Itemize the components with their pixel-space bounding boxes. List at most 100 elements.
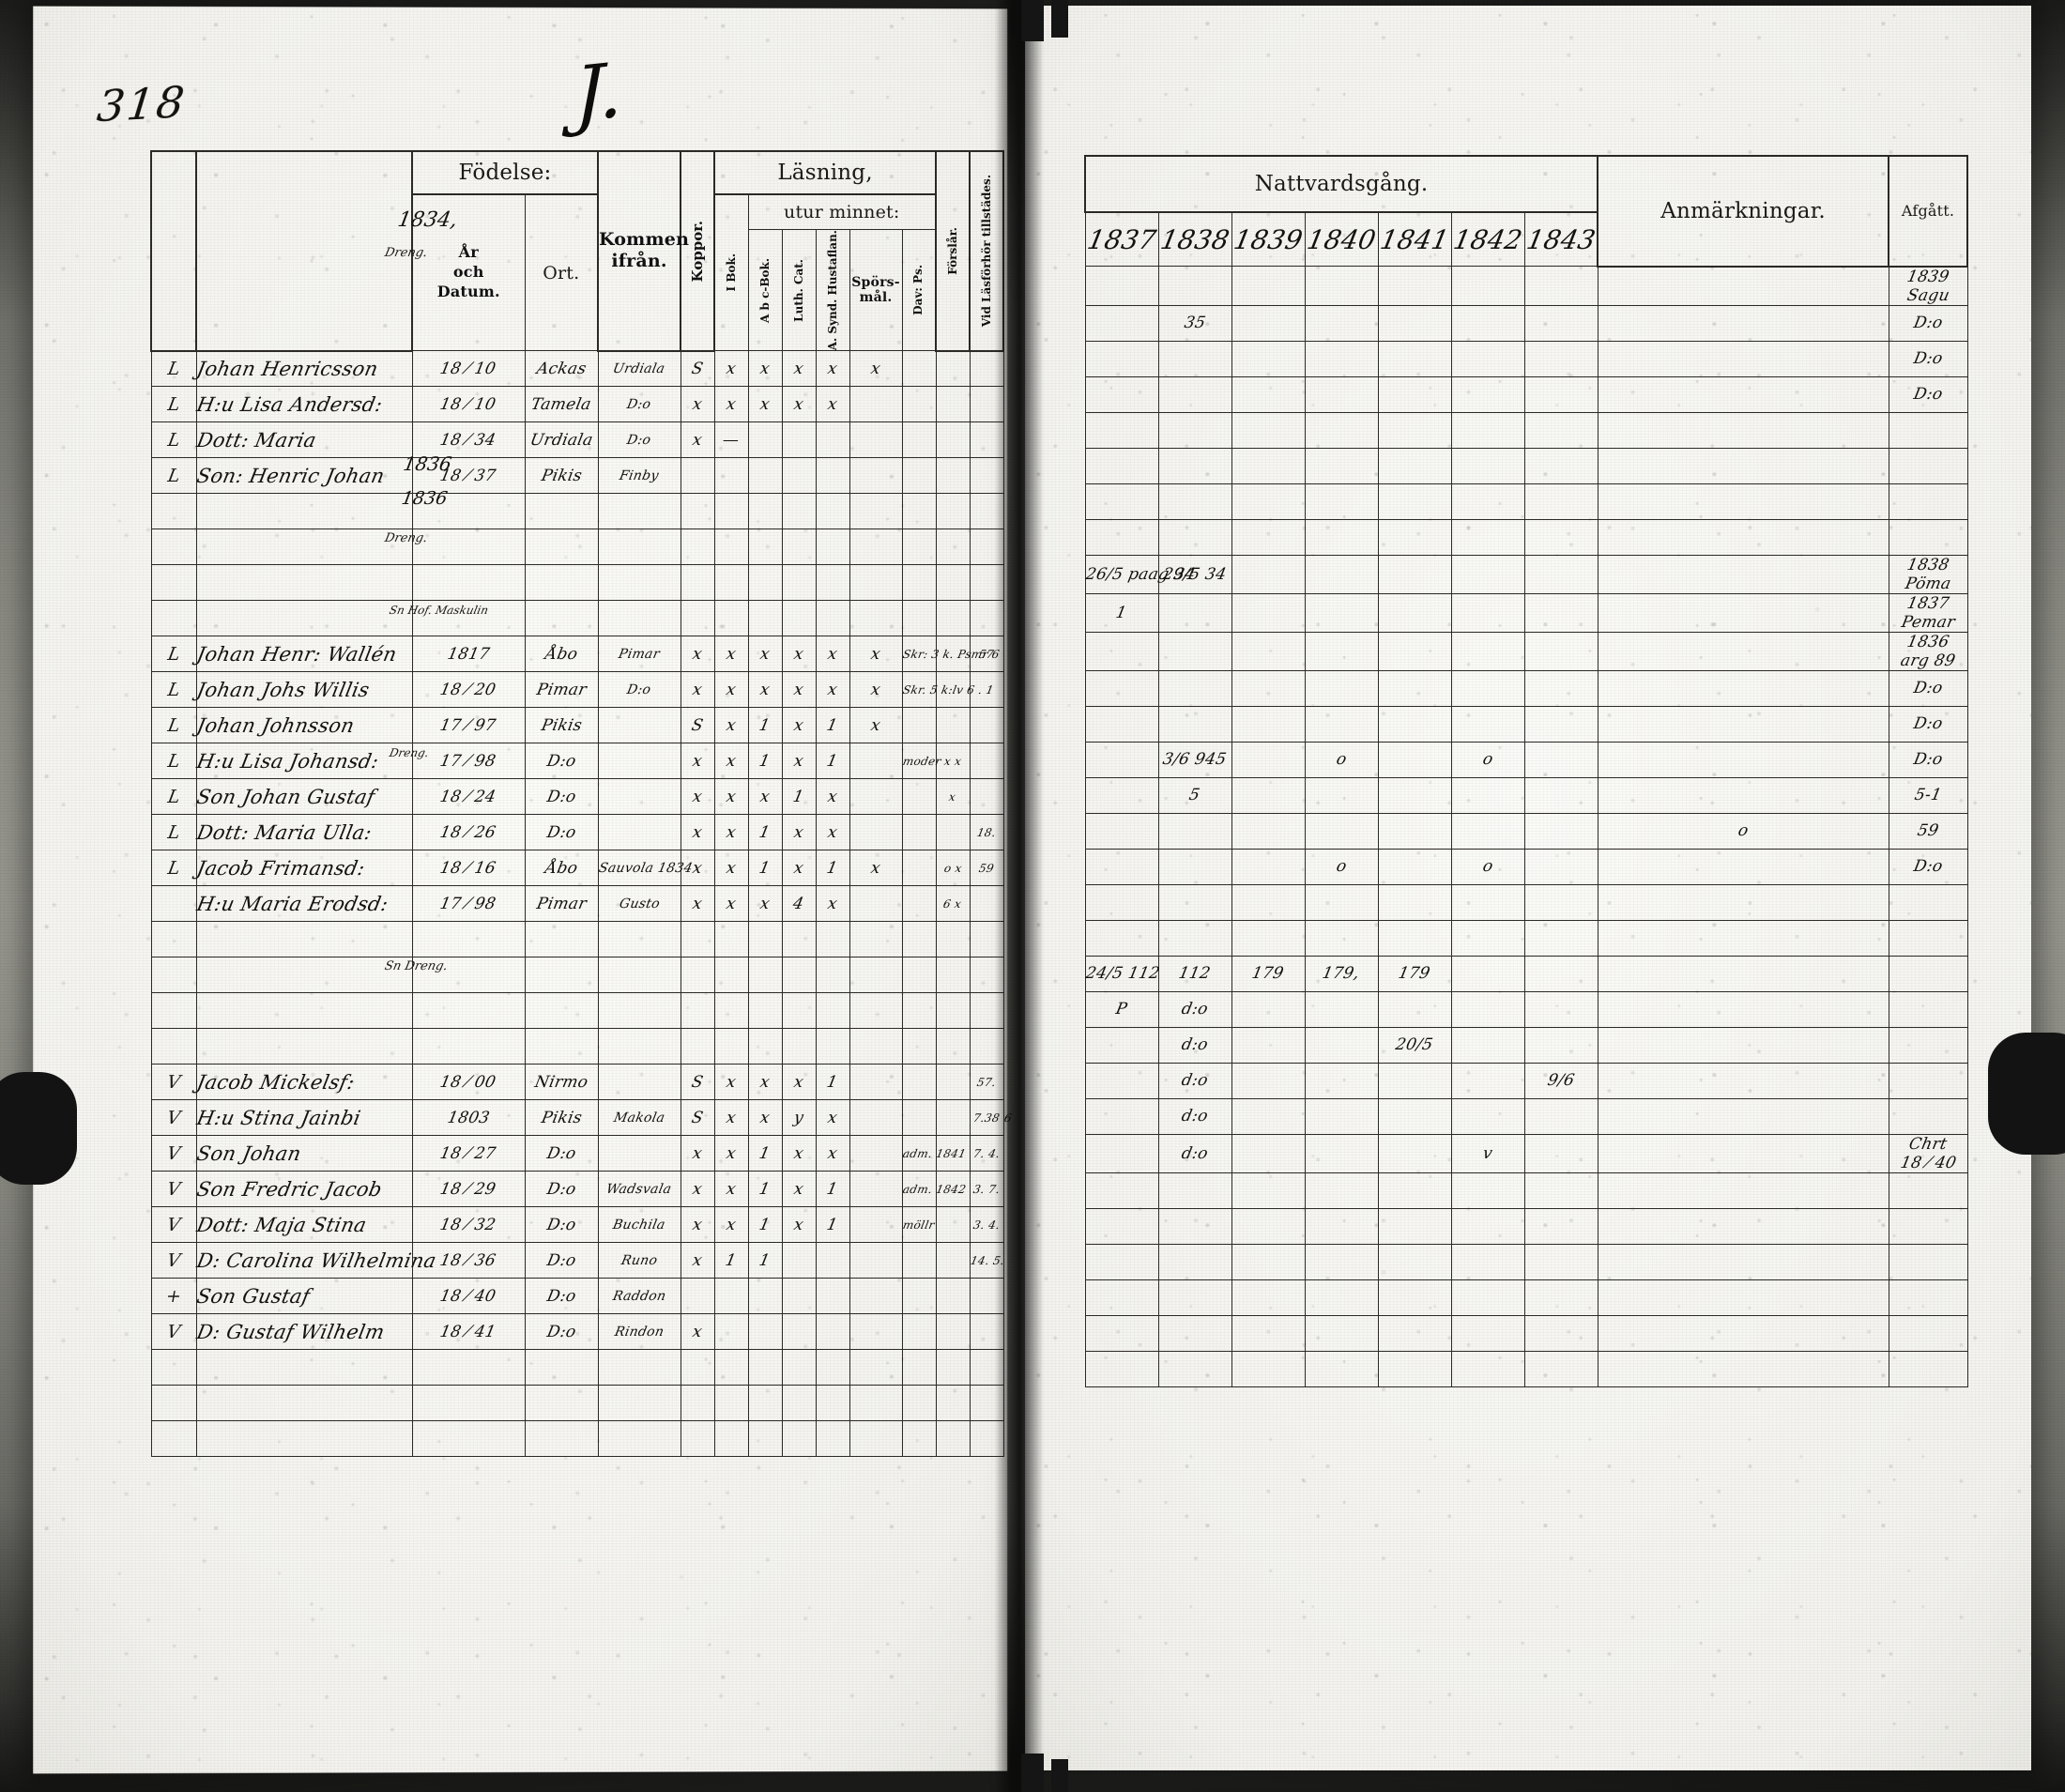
table-row[interactable] xyxy=(1084,919,1968,957)
table-row[interactable]: V Dott: Maja Stina 18 ⁄ 32 D:o Buchila x x 1 x 1 m… xyxy=(150,1206,1004,1244)
table-row[interactable] xyxy=(1084,482,1968,520)
cell-reading-mark: x xyxy=(815,1135,850,1172)
table-row[interactable]: L H:u Lisa Andersd: 18 ⁄ 10 Tamela D:o x x x x x xyxy=(150,386,1004,423)
cell-reading-mark xyxy=(849,493,903,530)
table-row[interactable]: d:o 20/5 xyxy=(1084,1026,1968,1064)
cell-reading-mark: x xyxy=(849,850,903,887)
table-row[interactable] xyxy=(1084,447,1968,484)
cell-communion-1838: 5 xyxy=(1157,776,1232,814)
table-row[interactable] xyxy=(150,1385,1004,1422)
cell-communion-1838 xyxy=(1157,883,1232,921)
table-row[interactable]: D:o xyxy=(1084,340,1968,377)
row-tick-mark: L xyxy=(150,636,197,673)
table-row[interactable]: V Son Johan 18 ⁄ 27 D:o x x 1 x x adm. 1841 7. 4. xyxy=(150,1135,1004,1172)
cell-communion-1841 xyxy=(1377,883,1452,921)
row-tick-mark xyxy=(150,1385,197,1422)
table-row[interactable]: 1839Sagu xyxy=(1084,266,1968,306)
table-row[interactable]: 1 1837Pemar xyxy=(1084,592,1968,633)
table-row[interactable] xyxy=(1084,1243,1968,1280)
table-row[interactable] xyxy=(1084,518,1968,556)
table-row[interactable] xyxy=(1084,411,1968,449)
table-row[interactable] xyxy=(150,921,1004,958)
table-row[interactable] xyxy=(1084,1314,1968,1352)
cell-reading-mark: x xyxy=(815,778,850,816)
table-row[interactable] xyxy=(150,600,1004,637)
afgatt-line: D:o xyxy=(1911,385,1945,404)
cell-sporsmal-note xyxy=(901,600,937,637)
cell-communion-1840 xyxy=(1304,518,1379,556)
table-row[interactable] xyxy=(150,528,1004,566)
table-row[interactable]: L Son Johan Gustaf 18 ⁄ 24 D:o x x x 1 x x xyxy=(150,778,1004,816)
table-row[interactable]: L Dott: Maria Ulla: 18 ⁄ 26 D:o x x 1 x x 18. xyxy=(150,814,1004,851)
cell-reading-mark: x xyxy=(815,814,850,851)
table-row[interactable]: L Johan Johs Willis 18 ⁄ 20 Pimar D:o x x x x x x S… xyxy=(150,671,1004,709)
table-row[interactable]: L Son: Henric Johan 18 ⁄ 37 Pikis Finby xyxy=(150,457,1004,495)
table-row[interactable]: 5 5-1 xyxy=(1084,776,1968,814)
cell-communion-1840 xyxy=(1304,447,1379,484)
table-row[interactable] xyxy=(150,493,1004,530)
communion-year-header-row: 1837 1838 1839 1840 1841 1842 1843 xyxy=(1084,211,1967,267)
table-row[interactable]: V Son Fredric Jacob 18 ⁄ 29 D:o Wadsvala x x 1 x… xyxy=(150,1171,1004,1208)
table-row[interactable]: L Johan Henr: Wallén 1817 Åbo Pimar x x x x x x Skr… xyxy=(150,636,1004,673)
table-row[interactable] xyxy=(150,957,1004,994)
table-row[interactable]: 24/5 112 112 179 179, 179 xyxy=(1084,955,1968,992)
table-row[interactable]: 35 D:o xyxy=(1084,304,1968,342)
cell-communion-1837 xyxy=(1084,375,1159,413)
table-row[interactable] xyxy=(1084,1350,1968,1387)
table-row[interactable] xyxy=(150,1349,1004,1386)
table-row[interactable]: V D: Gustaf Wilhelm 18 ⁄ 41 D:o Rindon x xyxy=(150,1313,1004,1351)
table-row[interactable]: L Dott: Maria 18 ⁄ 34 Urdiala D:o x — xyxy=(150,421,1004,459)
table-row[interactable] xyxy=(1084,883,1968,921)
table-row[interactable]: D:o xyxy=(1084,705,1968,743)
cell-afgatt xyxy=(1888,1026,1968,1064)
table-row[interactable] xyxy=(1084,1172,1968,1209)
cell-communion-1843 xyxy=(1523,482,1598,520)
table-row[interactable] xyxy=(1084,1279,1968,1316)
cell-communion-1843 xyxy=(1523,375,1598,413)
table-row[interactable]: 26/5 paag 34 29/5 34 1838Pöma xyxy=(1084,554,1968,594)
table-row[interactable]: o 59 xyxy=(1084,812,1968,850)
cell-communion-1841 xyxy=(1377,669,1452,707)
cell-communion-1843 xyxy=(1523,1207,1598,1245)
table-row[interactable] xyxy=(1084,1207,1968,1245)
table-row[interactable]: o o D:o xyxy=(1084,848,1968,885)
cell-remarks xyxy=(1597,1097,1889,1135)
table-row[interactable]: 3/6 945 o o D:o xyxy=(1084,741,1968,778)
cell-sporsmal-note xyxy=(901,528,937,566)
table-row[interactable]: V D: Carolina Wilhelmina 18 ⁄ 36 D:o Runo x 1 1… xyxy=(150,1242,1005,1279)
cell-reading-mark xyxy=(781,1313,817,1351)
cell-reading-mark: 4 xyxy=(781,885,817,923)
table-row[interactable]: d:o v Chrt18 ⁄ 40 xyxy=(1084,1133,1968,1173)
afgatt-line: 1839 xyxy=(1904,267,1951,286)
cell-reading-mark xyxy=(849,1206,903,1244)
table-row[interactable] xyxy=(150,1420,1004,1458)
cell-reading-mark xyxy=(815,1349,850,1386)
cell-communion-1839 xyxy=(1231,1350,1306,1387)
table-row[interactable]: H:u Maria Erodsd: 17 ⁄ 98 Pimar Gusto x x x 4 x 6… xyxy=(150,885,1004,923)
table-row[interactable] xyxy=(150,1028,1004,1065)
right-register-table: Nattvardsgång. Anmärkningar. Afgått. 183… xyxy=(1084,155,1969,1387)
table-row[interactable]: L Jacob Frimansd: 18 ⁄ 16 Åbo Sauvola 1834 x x… xyxy=(150,850,1004,887)
table-row[interactable]: d:o 9/6 xyxy=(1084,1062,1968,1099)
table-row[interactable]: D:o xyxy=(1084,375,1968,413)
table-row[interactable] xyxy=(150,992,1004,1030)
cell-communion-1841 xyxy=(1377,631,1452,671)
cell-came-from: D:o xyxy=(597,671,681,709)
table-row[interactable] xyxy=(150,564,1004,602)
cell-sporsmal-note: adm. 1842 xyxy=(901,1171,967,1208)
table-row[interactable]: + Son Gustaf 18 ⁄ 40 D:o Raddon xyxy=(150,1278,1004,1315)
cell-reading-mark xyxy=(713,1278,749,1315)
table-row[interactable]: D:o xyxy=(1084,669,1968,707)
afgatt-line: 1837 xyxy=(1904,593,1951,613)
table-row[interactable]: d:o xyxy=(1084,1097,1968,1135)
table-row[interactable]: 1836arg 89 xyxy=(1084,631,1968,671)
cell-communion-1843 xyxy=(1523,741,1598,778)
cell-name: Son Gustaf xyxy=(194,1278,413,1315)
cell-sporsmal-note: Skr. 5 k:lv 6 . 1 xyxy=(901,671,994,709)
table-row[interactable]: L H:u Lisa Johansd: 17 ⁄ 98 D:o x x 1 x 1 moder x … xyxy=(150,743,1004,780)
